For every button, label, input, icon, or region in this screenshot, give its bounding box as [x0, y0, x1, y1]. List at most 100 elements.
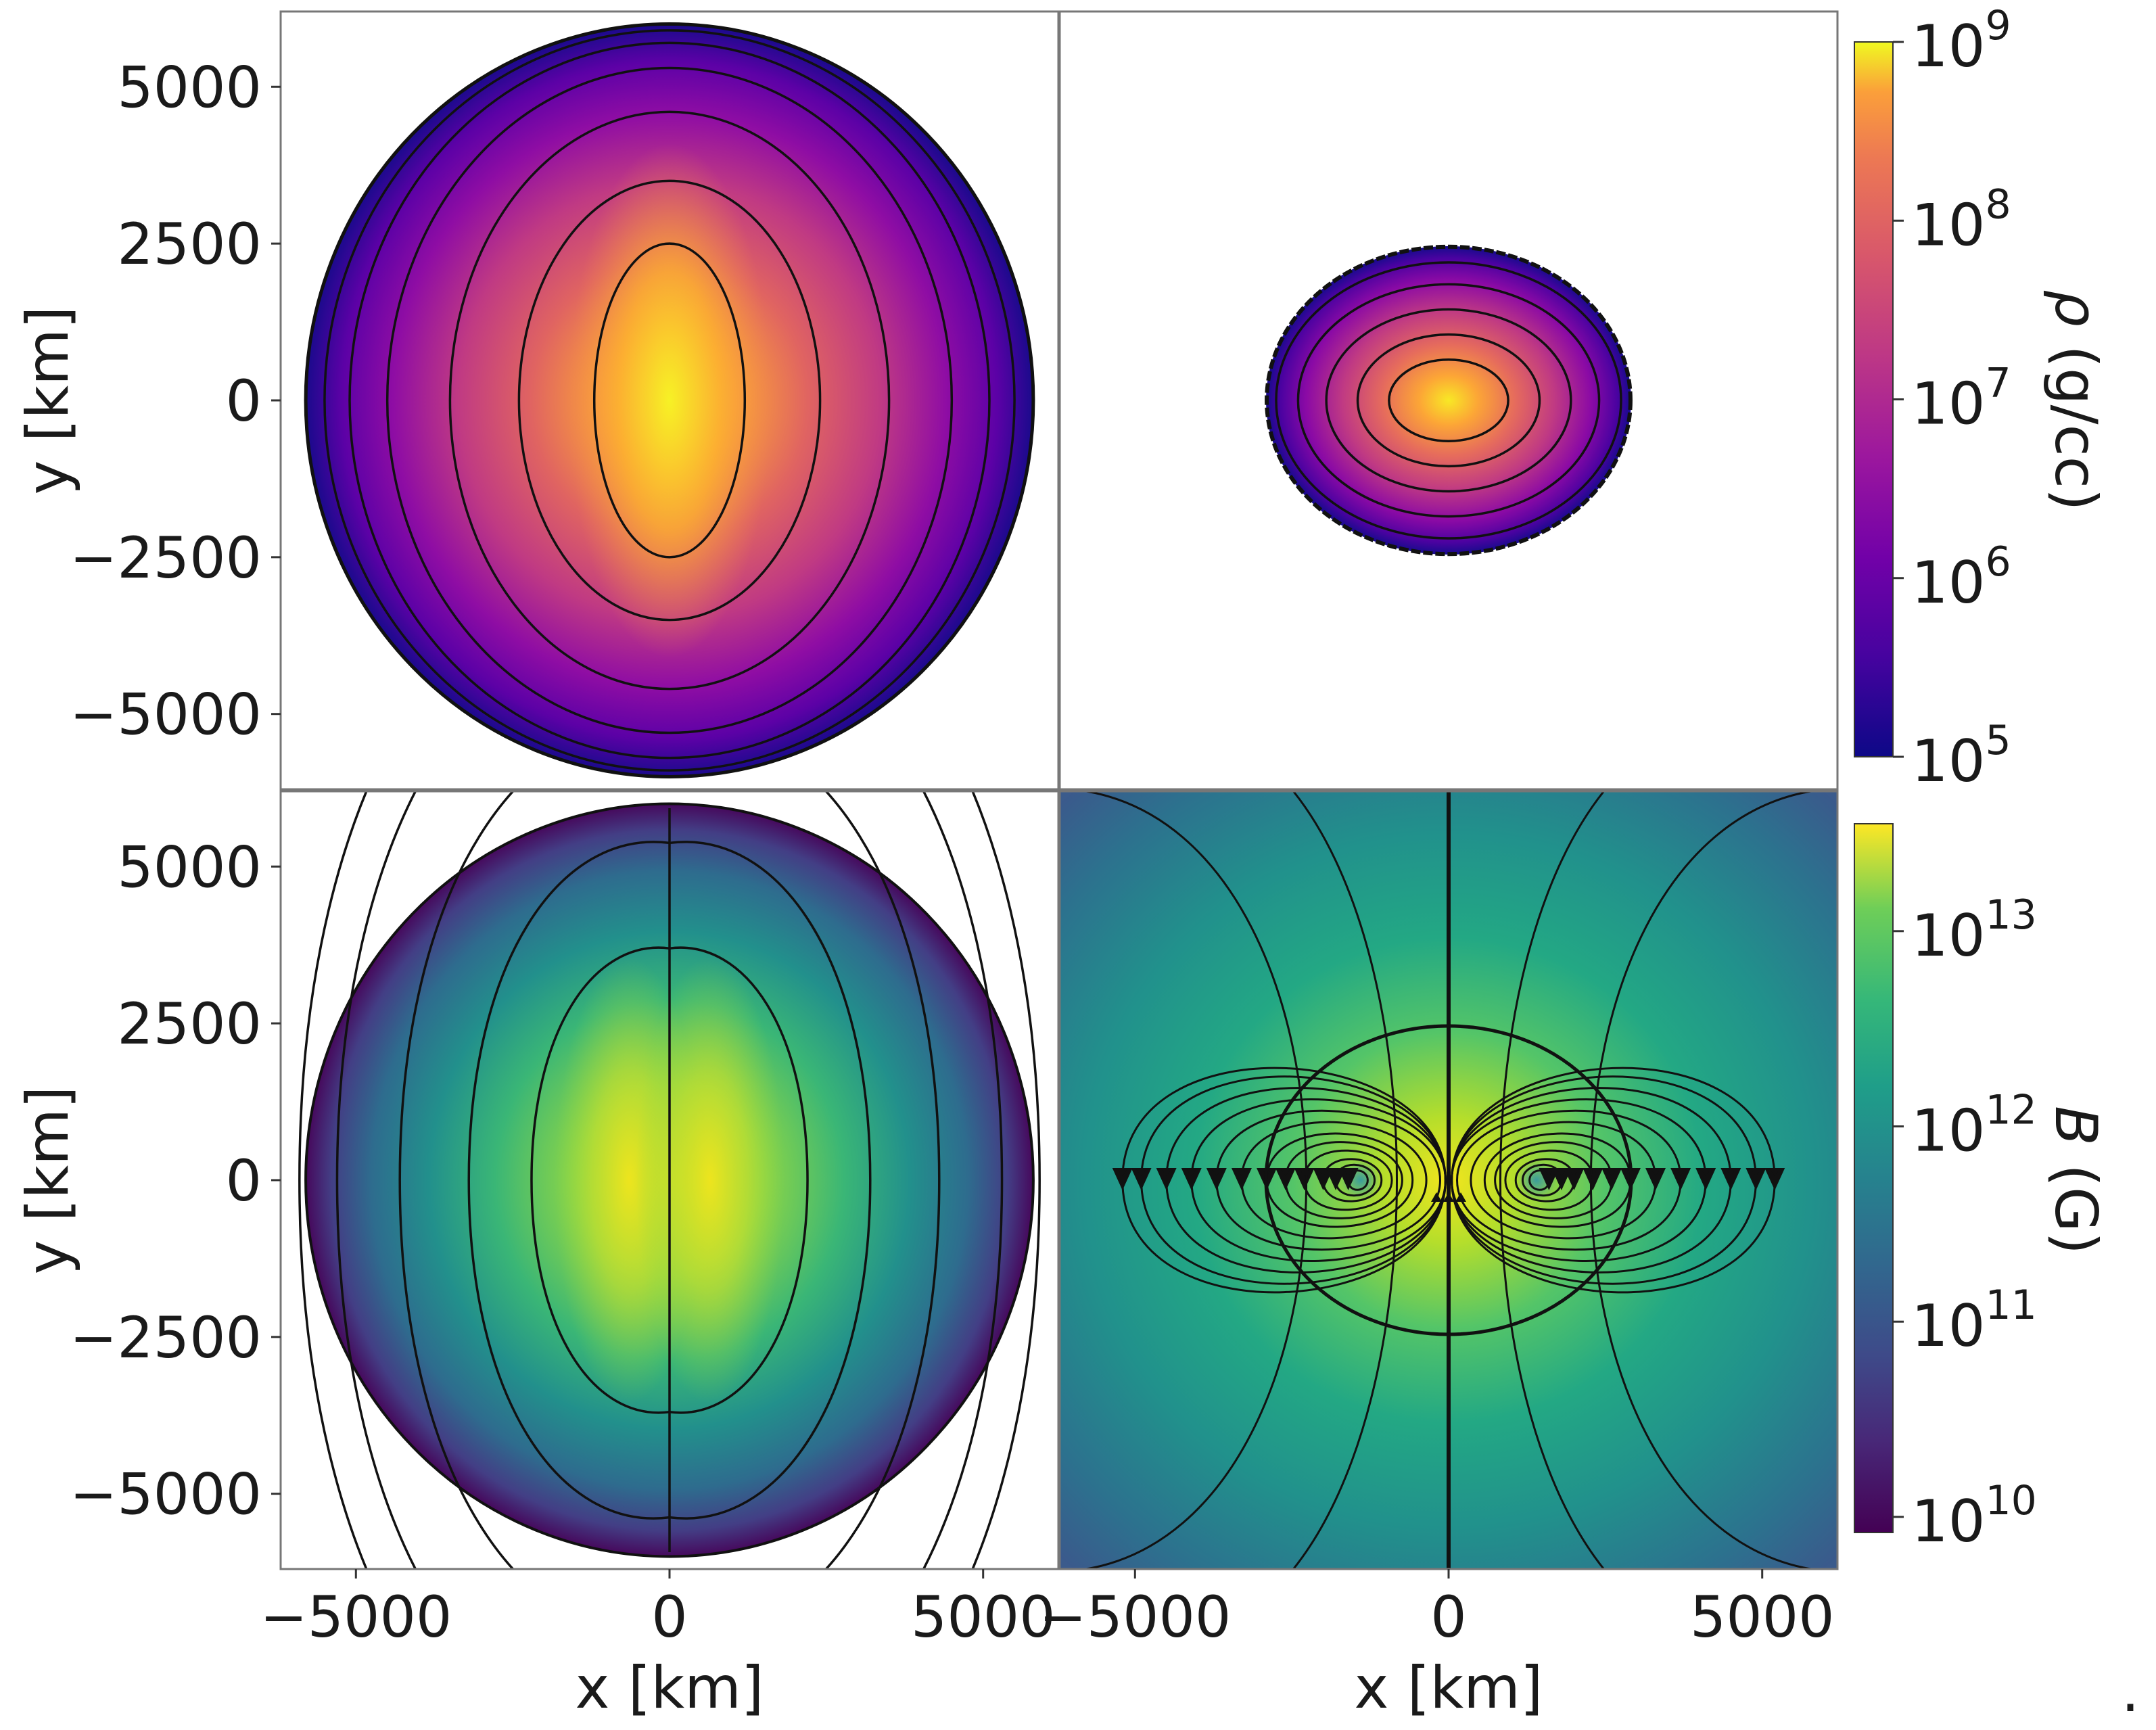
streamline-loop-right-6 — [1470, 1121, 1666, 1240]
field-lobe-right — [636, 957, 784, 1403]
streamline-loop-right-7 — [1456, 1109, 1691, 1251]
streamline-loop-right-11 — [1451, 1067, 1785, 1294]
star-edge — [304, 22, 1035, 778]
star-edge — [304, 802, 1035, 1558]
density-contour-2 — [1325, 308, 1572, 493]
y-ticks-top: 5000 2500 0 −2500 −5000 — [70, 54, 281, 748]
y-tick-label: −2500 — [70, 1305, 262, 1371]
y-tick-label: −5000 — [70, 682, 262, 748]
density-contour-3 — [1296, 283, 1601, 518]
x-tick-label: 0 — [651, 1584, 687, 1650]
field-loop-left-2 — [398, 791, 515, 1569]
streamline-loop-left-3 — [1294, 1149, 1393, 1211]
streamline-arrow — [1211, 1169, 1221, 1176]
y-tick-label: 0 — [226, 1148, 262, 1214]
streamline-open-inner-right — [1499, 791, 1605, 1569]
colorbar-tick-label: 109 — [1911, 2, 2011, 80]
panel-bottom-right — [1060, 791, 1837, 1569]
colorbar-tick-label: 108 — [1911, 181, 2011, 259]
x-tick-label: 5000 — [1690, 1584, 1835, 1650]
field-colorbar-ticks: 1013 1012 1011 1010 — [1893, 891, 2037, 1556]
density-contours — [1265, 244, 1633, 557]
field-streamlines — [1086, 791, 1811, 1569]
streamline-arrow — [1607, 1169, 1617, 1176]
streamline-loop-left-6 — [1231, 1121, 1428, 1240]
y-tick-label: −5000 — [70, 1462, 262, 1528]
density-contour-4 — [348, 41, 991, 759]
y-tick-label: 2500 — [117, 211, 262, 277]
streamline-loop-left-9 — [1156, 1087, 1447, 1273]
density-contour-3 — [385, 66, 954, 734]
streamline-arrow — [1701, 1169, 1711, 1176]
field-loop-left-1 — [467, 841, 670, 1520]
density-colorbar-ticks: 109 108 107 106 105 — [1893, 2, 2011, 795]
streamline-loop-right-9 — [1451, 1087, 1741, 1273]
density-colorbar-label: ρ (g/cc) — [2042, 289, 2109, 511]
density-symbol: ρ — [2042, 289, 2109, 327]
streamline-arrow — [1651, 1169, 1661, 1176]
streamline-arrow — [1569, 1169, 1579, 1176]
streamline-arrow — [1556, 1169, 1566, 1176]
x-tick-label: −5000 — [260, 1584, 452, 1650]
density-star-body — [1266, 246, 1631, 555]
colorbar-tick-label: 1012 — [1911, 1086, 2037, 1165]
streamline-loop-left-1 — [1326, 1163, 1376, 1197]
streamline-arrow — [1770, 1169, 1780, 1176]
streamline-arrow — [1161, 1169, 1171, 1176]
field-unit: (G) — [2042, 1164, 2109, 1255]
x-axis-label-right: x [km] — [1355, 1654, 1543, 1722]
panel-top-right — [1265, 244, 1633, 557]
field-loop-left-0 — [530, 946, 670, 1414]
y-tick-label: 0 — [226, 368, 262, 434]
streamline-loop-left-0 — [1338, 1168, 1369, 1191]
density-contour-4 — [1275, 261, 1622, 540]
center-arrow-0 — [1431, 1192, 1442, 1202]
star-surface-outline — [1264, 1024, 1633, 1336]
streamline-loop-right-2 — [1514, 1158, 1585, 1202]
field-loop-right-0 — [669, 946, 809, 1414]
streamline-arrow — [1544, 1169, 1554, 1176]
y-tick-label: 2500 — [117, 991, 262, 1057]
field-colorbar — [1854, 823, 1894, 1533]
density-contour-0 — [1388, 358, 1509, 443]
streamline-arrow — [1331, 1169, 1341, 1176]
field-loop-right-2 — [824, 791, 941, 1569]
panel-top-left — [304, 22, 1035, 778]
streamline-loop-left-4 — [1275, 1141, 1403, 1219]
colorbar-tick-label: 107 — [1911, 360, 2011, 438]
density-contour-1 — [517, 179, 822, 622]
y-axis-label-top: y [km] — [14, 306, 82, 495]
streamline-arrow — [1751, 1169, 1761, 1176]
colorbar-tick-label: 1010 — [1911, 1477, 2037, 1556]
streamline-open-outer-left — [1086, 791, 1308, 1569]
streamline-arrow — [1726, 1169, 1736, 1176]
streamline-loop-left-7 — [1206, 1109, 1441, 1251]
field-loop-left-4 — [298, 791, 368, 1569]
streamline-arrow — [1117, 1169, 1127, 1176]
streamline-loop-right-4 — [1494, 1141, 1622, 1219]
field-loop-right-1 — [669, 841, 872, 1520]
streamline-arrow — [1676, 1169, 1686, 1176]
footnote-dot: . — [2121, 1658, 2139, 1725]
streamline-loop-right-8 — [1451, 1098, 1716, 1263]
streamline-loop-left-11 — [1112, 1067, 1447, 1294]
x-ticks-bottom-right: −5000 0 5000 — [1039, 1569, 1835, 1650]
density-core-glow — [568, 143, 771, 657]
streamline-loop-right-10 — [1451, 1075, 1766, 1285]
streamline-loop-left-2 — [1313, 1158, 1383, 1202]
density-contour-1 — [1356, 333, 1541, 468]
density-contour-5 — [323, 29, 1016, 772]
streamline-loop-right-1 — [1521, 1163, 1572, 1197]
streamline-open-outer-right — [1589, 791, 1811, 1569]
streamline-arrow — [1280, 1169, 1290, 1176]
y-axis-label-bottom: y [km] — [14, 1086, 82, 1275]
streamline-arrow — [1136, 1169, 1146, 1176]
center-arrow-2 — [1455, 1192, 1466, 1202]
colorbar-tick-label: 106 — [1911, 538, 2011, 617]
streamline-loop-left-10 — [1131, 1075, 1447, 1285]
streamline-arrow — [1186, 1169, 1196, 1176]
center-arrow-1 — [1443, 1192, 1454, 1202]
y-tick-label: 5000 — [117, 54, 262, 120]
panel-top-right-frame — [1058, 10, 1839, 791]
colorbar-tick-label: 1011 — [1911, 1282, 2037, 1360]
